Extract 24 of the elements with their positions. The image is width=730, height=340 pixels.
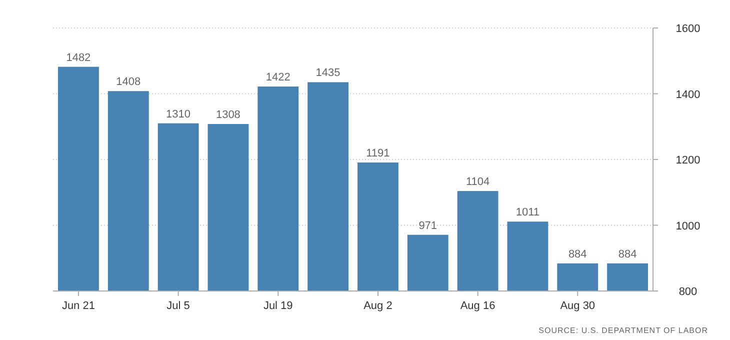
data-label: 1011	[516, 206, 540, 219]
data-label: 1191	[366, 147, 390, 160]
data-label: 1310	[166, 108, 191, 120]
data-label: 1422	[266, 72, 290, 84]
data-label: 1308	[216, 108, 240, 121]
source-note: SOURCE: U.S. DEPARTMENT OF LABOR	[538, 326, 708, 335]
y-tick-label: 1200	[676, 154, 700, 166]
y-tick-label: 800	[678, 286, 698, 298]
data-label: 884	[618, 248, 637, 260]
data-label: 1435	[316, 67, 340, 80]
x-tick-label: Aug 2	[364, 300, 392, 312]
data-label: 971	[418, 220, 438, 232]
y-tick-label: 1000	[676, 220, 700, 232]
x-tick-label: Aug 30	[560, 300, 596, 312]
x-tick-label: Jul 5	[166, 300, 190, 312]
data-label: 1482	[66, 52, 91, 64]
y-tick-label: 1400	[676, 88, 700, 101]
data-label: 884	[568, 248, 587, 260]
data-label: 1104	[466, 176, 490, 188]
y-tick-label: 1600	[676, 23, 700, 35]
x-tick-label: Aug 16	[460, 300, 496, 312]
data-label: 1408	[116, 76, 141, 88]
x-tick-label: Jul 19	[263, 300, 293, 312]
x-tick-label: Jun 21	[62, 300, 95, 312]
